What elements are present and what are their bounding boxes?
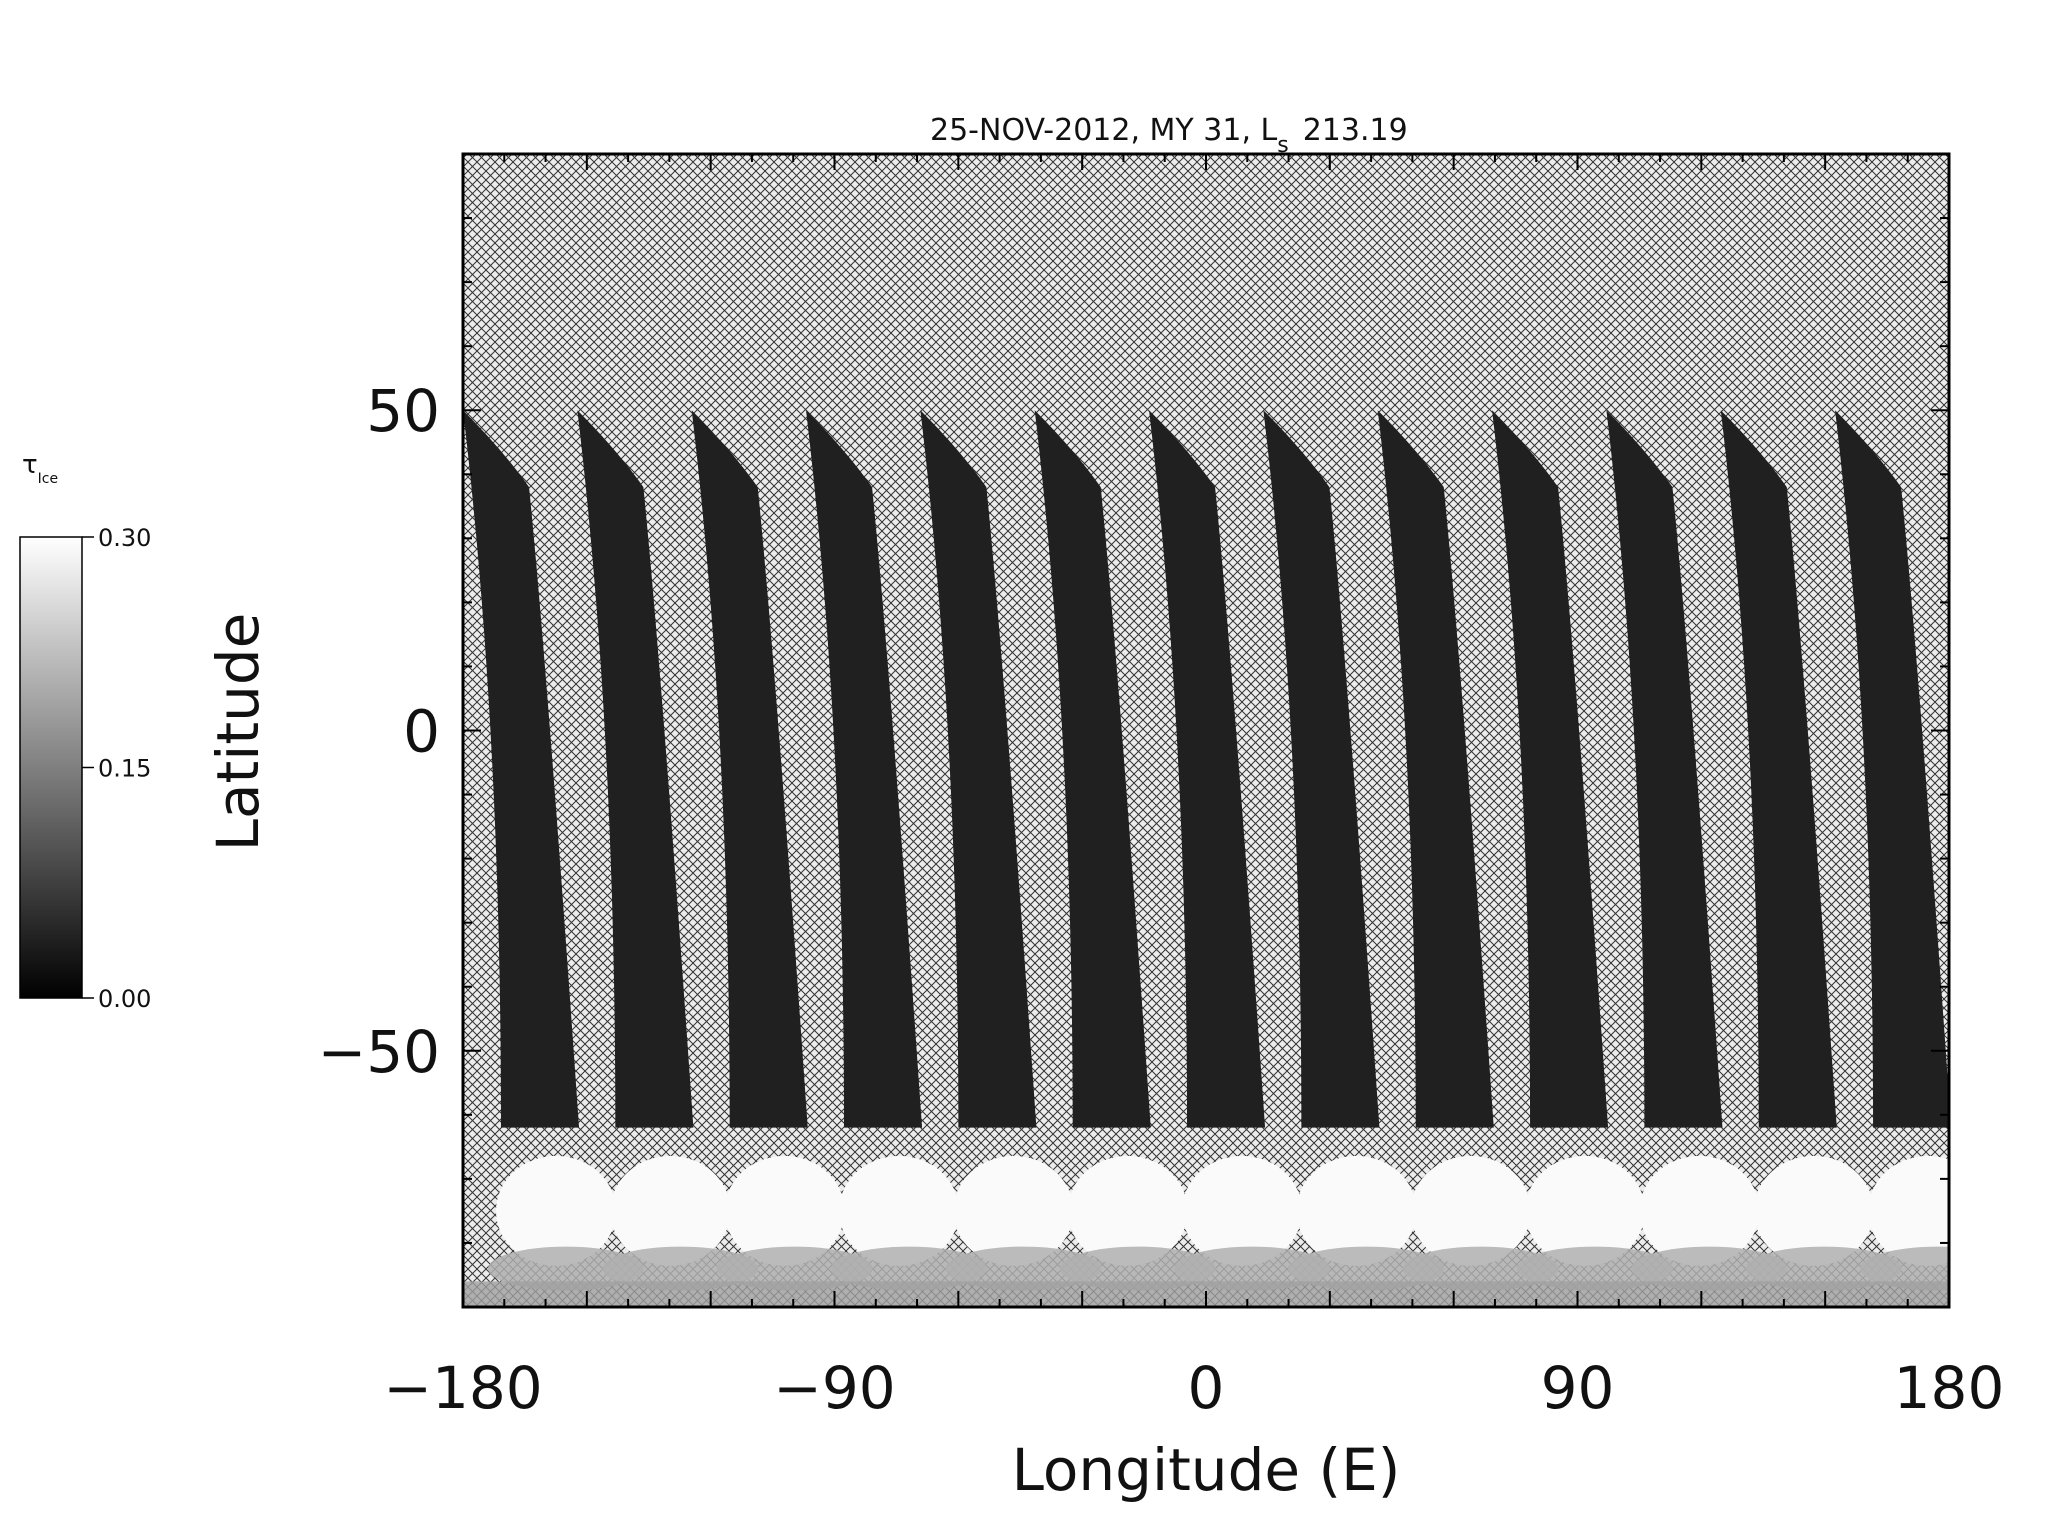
title-subscript: s (1277, 133, 1288, 158)
x-tick-label: 180 (1894, 1354, 2005, 1422)
south-polar-ice-region (724, 1155, 845, 1266)
colorbar-gradient (19, 536, 83, 999)
orbit-swath (1377, 410, 1494, 1128)
south-polar-ice-region (610, 1155, 731, 1266)
south-polar-band (831, 1246, 988, 1291)
south-polar-band (716, 1246, 873, 1291)
south-polar-band (1059, 1246, 1216, 1291)
x-tick-label: 90 (1541, 1354, 1615, 1422)
south-polar-band (602, 1246, 759, 1291)
orbit-swath (1835, 410, 1949, 1128)
south-polar-ice-region (1182, 1155, 1303, 1266)
x-tick-labels: −180 −90 0 90 180 (383, 1354, 2004, 1422)
south-polar-ice-region (496, 1155, 616, 1266)
axis-ticks (462, 153, 1950, 1308)
y-tick-label: 50 (366, 377, 440, 445)
y-tick-labels: −50 0 50 (318, 377, 440, 1086)
south-polar-band (1631, 1246, 1788, 1291)
orbit-swath (1720, 410, 1837, 1128)
south-polar-ice-region (1296, 1155, 1417, 1266)
orbit-swath (577, 410, 694, 1128)
south-polar-ice-region (1525, 1155, 1646, 1266)
y-tick-label: 0 (403, 698, 440, 766)
colorbar-label-subscript: Ice (38, 471, 58, 487)
orbit-swath (920, 410, 1037, 1128)
orbit-swath (1149, 410, 1266, 1128)
x-axis-label: Longitude (E) (1012, 1436, 1401, 1504)
orbit-swath (1606, 410, 1723, 1128)
orbit-swath (1034, 410, 1151, 1128)
x-tick-label: −180 (383, 1354, 542, 1422)
south-polar-ice-region (1639, 1155, 1760, 1266)
chart-title: 25-NOV-2012, MY 31, Ls 213.19 (930, 113, 1408, 158)
y-axis-label: Latitude (204, 613, 272, 852)
south-polar-ice-region (1410, 1155, 1531, 1266)
south-polar-ice-region (839, 1155, 960, 1266)
y-tick-label: −50 (318, 1018, 440, 1086)
south-polar-band (1860, 1246, 1949, 1291)
south-polar-band (945, 1246, 1102, 1291)
south-polar-band (488, 1246, 644, 1291)
colorbar-tick-label: 0.15 (98, 755, 151, 783)
colorbar-ticks: 0.00 0.15 0.30 (82, 524, 151, 1013)
orbit-swath (1263, 410, 1380, 1128)
x-tick-label: 0 (1188, 1354, 1225, 1422)
colorbar-tick-label: 0.00 (98, 985, 151, 1013)
south-polar-band (1288, 1246, 1445, 1291)
colorbar: τIce 0.00 0.15 0.30 (19, 450, 151, 1013)
south-polar-ice-region (1753, 1155, 1874, 1266)
south-polar-band (1174, 1246, 1331, 1291)
south-polar-ice-region (1868, 1155, 1949, 1266)
south-polar-band (1402, 1246, 1559, 1291)
orbit-swath (691, 410, 808, 1128)
south-polar-ice-region (953, 1155, 1074, 1266)
orbit-swath (463, 410, 580, 1128)
south-polar-band (1517, 1246, 1674, 1291)
x-tick-label: −90 (773, 1354, 895, 1422)
title-value: 213.19 (1303, 113, 1408, 148)
colorbar-tick-label: 0.30 (98, 524, 151, 552)
orbit-swath (1492, 410, 1609, 1128)
colorbar-label: τIce (22, 450, 58, 487)
south-polar-ice-region (1067, 1155, 1188, 1266)
south-polar-band (1745, 1246, 1902, 1291)
orbit-swath (806, 410, 923, 1128)
